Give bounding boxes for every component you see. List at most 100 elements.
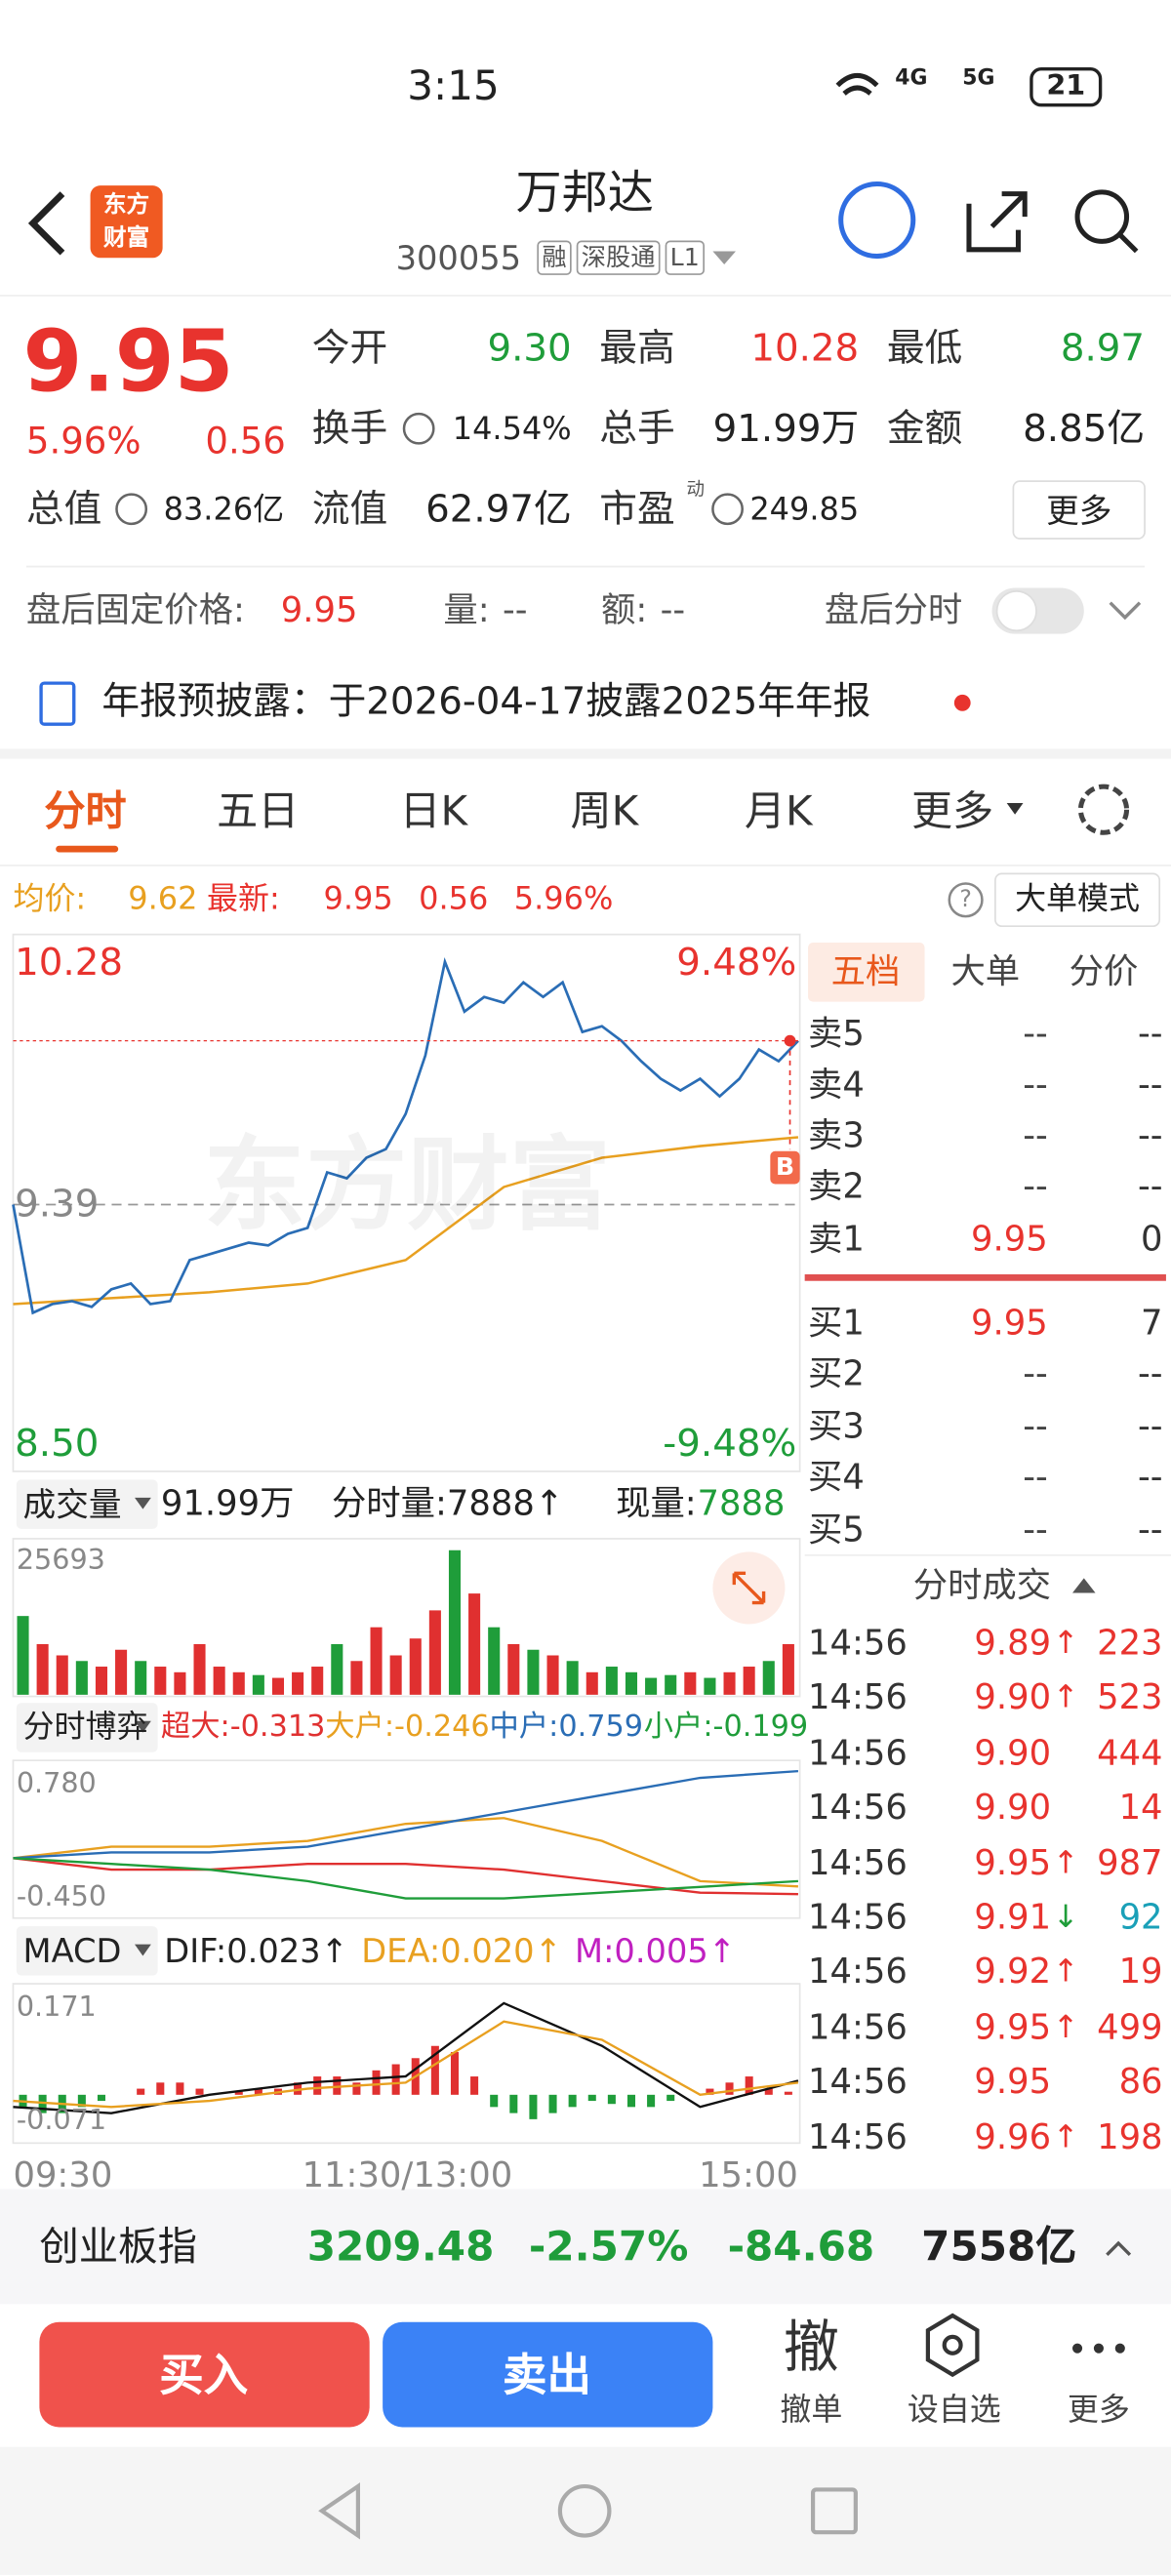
pct-bottom: -9.48% bbox=[663, 1423, 797, 1467]
field-value: 14.54% bbox=[452, 411, 572, 448]
selector-box[interactable] bbox=[16, 1926, 158, 1976]
tab[interactable]: 分时 bbox=[44, 786, 127, 835]
book-tab-active[interactable] bbox=[808, 943, 925, 1002]
more-button-label[interactable]: 更多 bbox=[1046, 491, 1112, 531]
y-tick-label: 0.171 bbox=[16, 1991, 97, 2025]
book-label: 卖3 bbox=[808, 1115, 865, 1155]
last-label: 最新: bbox=[207, 880, 280, 917]
help-icon[interactable] bbox=[948, 882, 984, 918]
volume-bar bbox=[75, 1661, 88, 1695]
action-label[interactable]: 撤单 bbox=[780, 2392, 843, 2429]
tab[interactable]: 更多 bbox=[911, 786, 994, 835]
field-value: 8.85亿 bbox=[1023, 408, 1146, 451]
legend-entry: 超大:-0.313 bbox=[160, 1710, 326, 1745]
macd-bar bbox=[313, 2076, 322, 2095]
nav-back[interactable] bbox=[318, 2482, 360, 2540]
y-tick-label: 25693 bbox=[16, 1544, 105, 1578]
index-name: 创业板指 bbox=[39, 2223, 197, 2270]
logo bbox=[90, 185, 163, 259]
trade-volume: 523 bbox=[1097, 1677, 1163, 1718]
selector-arrow bbox=[135, 1497, 151, 1509]
book-volume: -- bbox=[1138, 1406, 1163, 1446]
sell-button[interactable] bbox=[383, 2321, 713, 2428]
macd-bar bbox=[725, 2082, 734, 2095]
book-price: -- bbox=[1023, 1509, 1048, 1550]
book-volume: 0 bbox=[1141, 1219, 1163, 1260]
share-icon[interactable] bbox=[966, 191, 1028, 253]
macd-bar bbox=[430, 2045, 439, 2095]
volume-bar bbox=[292, 1671, 304, 1695]
search-icon[interactable] bbox=[1074, 189, 1130, 244]
volume-bar bbox=[311, 1667, 324, 1695]
trade-time: 14:56 bbox=[808, 1677, 908, 1718]
sell-label[interactable]: 卖出 bbox=[502, 2351, 591, 2402]
chevron[interactable] bbox=[1109, 601, 1142, 621]
pct-top: 9.48% bbox=[676, 942, 797, 985]
volume-bar bbox=[782, 1643, 794, 1695]
volume-bar bbox=[448, 1550, 462, 1695]
status-icons bbox=[835, 67, 1103, 107]
nav-home[interactable] bbox=[557, 2483, 612, 2538]
volume-bar bbox=[174, 1671, 186, 1695]
trade-time: 14:56 bbox=[808, 1623, 908, 1664]
tab[interactable]: 月K bbox=[744, 786, 813, 835]
watch-icon[interactable] bbox=[925, 2313, 980, 2378]
book-volume: -- bbox=[1138, 1509, 1163, 1550]
trade-price: 9.90 bbox=[974, 1677, 1052, 1718]
trade-direction: ↑ bbox=[1052, 1844, 1079, 1881]
index-chevron[interactable] bbox=[1106, 2240, 1132, 2256]
selector-box[interactable] bbox=[16, 1479, 158, 1529]
settings-icon[interactable] bbox=[1077, 784, 1130, 835]
trade-volume: 987 bbox=[1097, 1842, 1163, 1882]
index-bar[interactable] bbox=[0, 2189, 1171, 2305]
after-amt: -- bbox=[660, 590, 686, 630]
mode[interactable]: 大单模式 bbox=[1015, 880, 1141, 917]
buy-label[interactable]: 买入 bbox=[159, 2351, 249, 2402]
volume-bar bbox=[566, 1661, 579, 1695]
selector-box[interactable] bbox=[16, 1703, 158, 1752]
book-tab[interactable]: 五档 bbox=[830, 951, 901, 991]
volume-total: 91.99万 bbox=[160, 1483, 295, 1523]
avg-value: 9.62 bbox=[128, 880, 198, 917]
action-label[interactable]: 设自选 bbox=[907, 2392, 1001, 2429]
trade-direction: ↑ bbox=[1052, 2008, 1079, 2045]
cancel-icon[interactable]: 撤 bbox=[783, 2315, 840, 2382]
marker-box bbox=[770, 1150, 800, 1185]
y-tick-label: 0.780 bbox=[16, 1767, 97, 1801]
flow-line bbox=[13, 1817, 799, 1888]
trade-time: 14:56 bbox=[808, 2007, 908, 2047]
tab[interactable]: 五日 bbox=[217, 786, 300, 835]
book-tab[interactable]: 分价 bbox=[1069, 951, 1139, 991]
last-value: 9.95 bbox=[323, 880, 393, 917]
field-value: 8.97 bbox=[1060, 327, 1146, 371]
book-label: 买5 bbox=[808, 1509, 865, 1550]
selector[interactable]: 分时博弈 bbox=[22, 1709, 148, 1746]
trade-time: 14:56 bbox=[808, 1897, 908, 1938]
book-volume: -- bbox=[1138, 1353, 1163, 1394]
field-label: 换手 bbox=[311, 408, 388, 451]
volume-bar bbox=[645, 1677, 658, 1695]
book-tab[interactable]: 大单 bbox=[950, 951, 1021, 991]
volume-bar bbox=[762, 1661, 775, 1695]
trade-price: 9.91 bbox=[974, 1897, 1052, 1938]
volume-bar bbox=[704, 1677, 716, 1695]
selector[interactable]: MACD bbox=[22, 1931, 122, 1971]
tab[interactable]: 日K bbox=[399, 786, 468, 835]
macd-bar bbox=[137, 2088, 145, 2095]
more-button[interactable] bbox=[1012, 480, 1146, 540]
back-icon[interactable] bbox=[27, 191, 65, 256]
legend-entry: M:0.005↑ bbox=[575, 1931, 737, 1971]
nav-recent[interactable] bbox=[810, 2487, 858, 2535]
selector[interactable]: 成交量 bbox=[22, 1484, 122, 1524]
buy-button[interactable] bbox=[39, 2321, 370, 2428]
action-label[interactable]: 更多 bbox=[1067, 2392, 1130, 2429]
tab[interactable]: 周K bbox=[570, 786, 639, 835]
more-dots[interactable] bbox=[1071, 2343, 1125, 2354]
volume-now: 7888 bbox=[697, 1483, 786, 1523]
ai-icon[interactable] bbox=[838, 181, 916, 260]
macd-bar bbox=[706, 2088, 714, 2095]
book-volume: 7 bbox=[1141, 1303, 1163, 1343]
mode-button[interactable] bbox=[994, 872, 1161, 928]
last-price: 9.95 bbox=[22, 313, 234, 413]
notice-dot bbox=[953, 694, 971, 711]
